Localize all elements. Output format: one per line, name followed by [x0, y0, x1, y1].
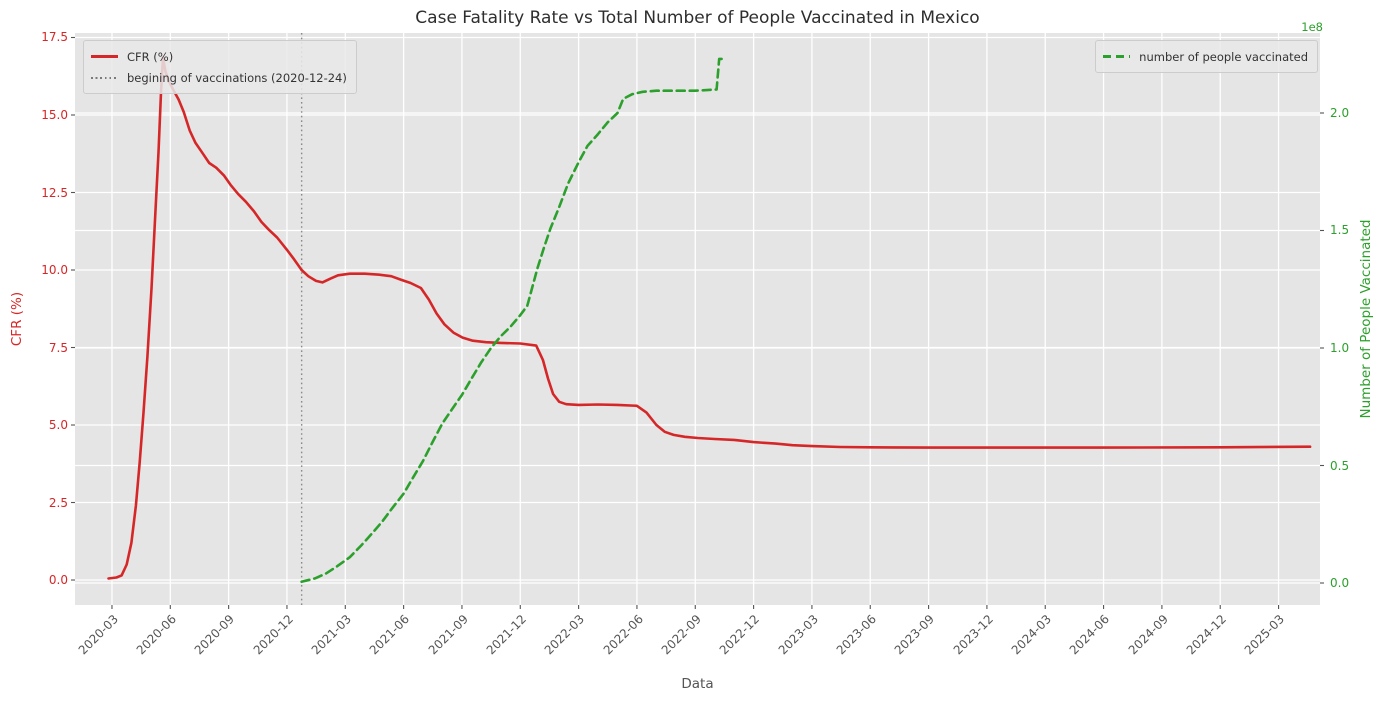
plot-background	[75, 33, 1320, 605]
legend-item-vaccination-start: begining of vaccinations (2020-12-24)	[91, 67, 347, 88]
y-tick-label-left: 5.0	[48, 418, 68, 432]
y-tick-label-right: 0.0	[1330, 576, 1350, 590]
y-axis-label-right: Number of People Vaccinated	[1358, 219, 1374, 419]
y-tick-label-right: 0.5	[1330, 458, 1350, 473]
x-axis-label: Data	[681, 676, 714, 692]
legend-item-label: number of people vaccinated	[1139, 49, 1308, 64]
cfr-line-swatch	[91, 55, 118, 58]
y-tick-label-left: 0.0	[48, 573, 68, 587]
legend-left: CFR (%) begining of vaccinations (2020-1…	[83, 40, 357, 94]
legend-item-cfr: CFR (%)	[91, 46, 347, 67]
y-tick-label-left: 15.0	[41, 107, 68, 122]
y-tick-label-right: 1.5	[1330, 223, 1350, 238]
y-tick-label-right: 1.0	[1330, 340, 1350, 355]
legend-item-vaccinated: number of people vaccinated	[1103, 46, 1308, 67]
vaccinated-line	[300, 57, 725, 584]
legend-item-label: begining of vaccinations (2020-12-24)	[127, 70, 347, 85]
y-tick-label-left: 17.5	[41, 30, 68, 45]
y-axis-label-left: CFR (%)	[9, 291, 25, 347]
vaccination-start-swatch	[91, 76, 118, 79]
y-tick-label-left: 10.0	[41, 263, 68, 277]
y-tick-label-left: 7.5	[48, 340, 68, 355]
vaccinated-line-swatch	[1103, 55, 1131, 58]
chart-title: Case Fatality Rate vs Total Number of Pe…	[415, 8, 980, 28]
y-tick-label-left: 2.5	[48, 495, 68, 510]
right-axis-offset-label: 1e8	[1301, 20, 1323, 34]
legend-right: number of people vaccinated	[1095, 40, 1318, 73]
y-tick-label-left: 12.5	[41, 185, 68, 200]
legend-item-label: CFR (%)	[127, 49, 174, 64]
y-tick-label-right: 2.0	[1330, 105, 1350, 120]
